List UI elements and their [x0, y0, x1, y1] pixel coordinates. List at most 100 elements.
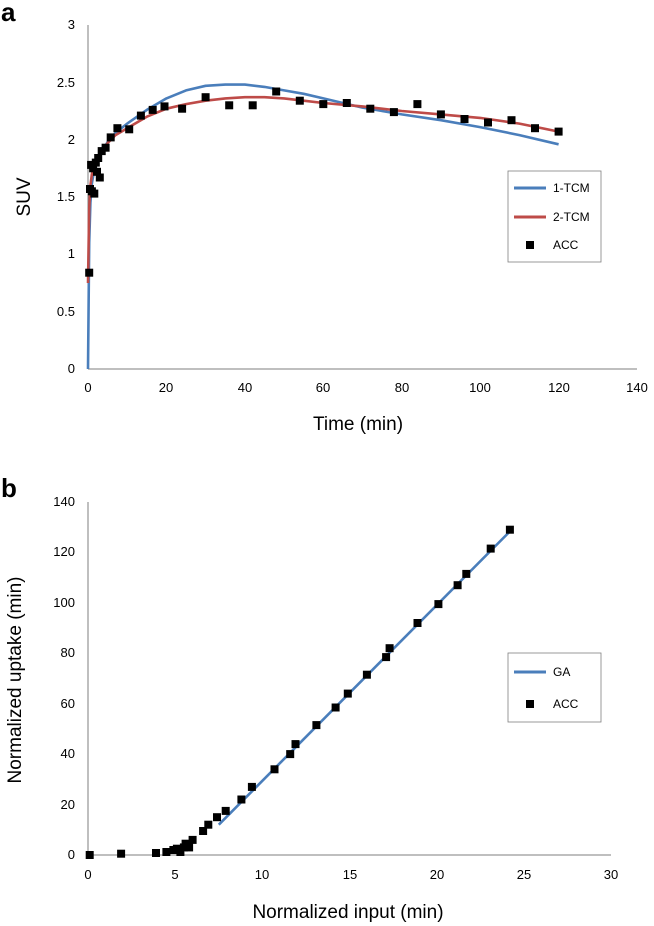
- panel-b-point-acc-12: [204, 820, 213, 829]
- panel-b-point-acc-23: [362, 670, 371, 679]
- panel-a: a 0 0.5 1 1.5 2 2.5 3 0 20 40 60 80 100 …: [1, 0, 648, 435]
- panel-b-point-acc-3: [162, 848, 171, 856]
- panel-a-point-acc-24: [319, 100, 328, 109]
- panel-a-point-acc-17: [160, 102, 169, 111]
- panel-a-point-acc-0: [85, 268, 94, 277]
- panel-b-point-acc-29: [462, 569, 471, 578]
- panel-b-legend-box: [507, 652, 602, 723]
- panel-a-xtick-6: 120: [548, 380, 570, 395]
- legend-marker-acc-b: [526, 700, 534, 708]
- panel-b-ytick-2: 40: [61, 746, 75, 761]
- panel-a-point-acc-8: [94, 154, 103, 162]
- panel-a-point-acc-18: [178, 104, 187, 113]
- panel-a-point-acc-13: [113, 124, 122, 133]
- panel-a-point-acc-23: [295, 96, 304, 105]
- panel-a-label: a: [1, 0, 16, 27]
- panel-b-point-acc-26: [413, 619, 422, 627]
- legend-label-acc-a: ACC: [553, 238, 579, 252]
- panel-a-xtick-0: 0: [84, 380, 91, 395]
- panel-b-point-acc-1: [117, 849, 126, 858]
- panel-a-point-acc-14: [125, 125, 134, 134]
- panel-b-xtick-6: 30: [604, 867, 618, 882]
- panel-a-point-acc-12: [106, 133, 115, 142]
- legend-label-ga: GA: [553, 665, 570, 679]
- panel-b-ytick-7: 140: [53, 494, 75, 509]
- panel-b-point-acc-11: [199, 827, 208, 835]
- panel-b-point-acc-15: [237, 795, 246, 804]
- panel-a-point-acc-19: [201, 93, 210, 102]
- panel-a-point-acc-31: [484, 118, 492, 127]
- panel-b-axes: [87, 502, 611, 856]
- panel-b: b 0 20 40 60 80 100 120 140 0 5 10 15 20…: [1, 473, 618, 923]
- panel-b-markers: [85, 525, 514, 859]
- panel-a-xtick-4: 80: [395, 380, 409, 395]
- panel-a-legend: 1-TCM 2-TCM ACC: [507, 170, 602, 263]
- panel-b-y-ticks: 0 20 40 60 80 100 120 140: [53, 494, 75, 862]
- panel-a-series-lines: [86, 83, 559, 370]
- panel-b-x-axis-label: Normalized input (min): [252, 902, 443, 923]
- panel-a-point-acc-16: [148, 105, 157, 114]
- panel-b-point-acc-14: [221, 806, 230, 815]
- panel-b-label: b: [1, 473, 17, 503]
- panel-a-point-acc-22: [272, 87, 281, 96]
- panel-a-point-acc-11: [101, 143, 110, 152]
- legend-label-2-tcm: 2-TCM: [553, 210, 590, 224]
- panel-a-point-acc-5: [90, 189, 99, 198]
- panel-b-xtick-1: 5: [171, 867, 178, 882]
- panel-a-point-acc-28: [413, 100, 422, 109]
- panel-b-ytick-1: 20: [61, 797, 75, 812]
- panel-b-xtick-2: 10: [255, 867, 269, 882]
- panel-b-ytick-4: 80: [61, 645, 75, 660]
- panel-a-point-acc-34: [554, 127, 563, 136]
- panel-b-point-acc-30: [486, 544, 495, 553]
- panel-a-point-acc-27: [389, 108, 398, 117]
- panel-b-point-acc-6: [176, 848, 185, 856]
- panel-a-xtick-2: 40: [238, 380, 252, 395]
- panel-a-point-acc-6: [91, 158, 100, 167]
- legend-label-1-tcm: 1-TCM: [553, 181, 590, 195]
- panel-a-point-acc-25: [342, 99, 351, 107]
- panel-b-point-acc-17: [270, 765, 279, 774]
- panel-b-point-acc-20: [312, 721, 321, 730]
- panel-b-ytick-5: 100: [53, 595, 75, 610]
- panel-a-x-axis-label: Time (min): [313, 414, 403, 435]
- panel-a-point-acc-30: [460, 115, 469, 123]
- panel-b-point-acc-18: [286, 750, 295, 759]
- panel-b-point-acc-16: [247, 782, 256, 791]
- panel-b-point-acc-13: [213, 813, 221, 822]
- panel-b-xtick-3: 15: [343, 867, 357, 882]
- panel-a-xtick-1: 20: [159, 380, 173, 395]
- panel-b-point-acc-27: [434, 600, 443, 609]
- panel-a-xtick-7: 140: [626, 380, 648, 395]
- panel-b-point-acc-10: [188, 835, 197, 844]
- panel-b-point-acc-2: [152, 849, 160, 857]
- panel-a-point-acc-33: [531, 124, 539, 133]
- panel-a-point-acc-26: [366, 104, 375, 113]
- panel-a-x-ticks: 0 20 40 60 80 100 120 140: [84, 380, 647, 395]
- panel-a-point-acc-7: [93, 167, 101, 176]
- panel-a-ytick-4: 2: [68, 132, 75, 147]
- legend-label-acc-b: ACC: [553, 697, 579, 711]
- legend-marker-acc-a: [526, 241, 534, 249]
- panel-b-point-acc-0: [85, 851, 94, 859]
- panel-b-ytick-0: 0: [68, 847, 75, 862]
- panel-a-point-acc-29: [436, 110, 445, 119]
- panel-a-markers: [85, 87, 563, 277]
- panel-a-point-acc-15: [136, 111, 145, 120]
- panel-b-point-acc-21: [331, 703, 340, 712]
- panel-a-ytick-5: 2.5: [57, 75, 75, 90]
- panel-a-y-axis-label: SUV: [14, 177, 35, 216]
- panel-a-ytick-3: 1.5: [57, 189, 75, 204]
- panel-a-xtick-3: 60: [316, 380, 330, 395]
- panel-a-point-acc-20: [225, 101, 234, 110]
- panel-a-line-1-tcm: [86, 83, 559, 370]
- panel-b-point-acc-25: [385, 644, 394, 653]
- panel-a-ytick-0: 0: [68, 361, 75, 376]
- panel-a-point-acc-9: [95, 173, 104, 182]
- panel-b-point-acc-19: [291, 740, 300, 749]
- panel-b-xtick-0: 0: [84, 867, 91, 882]
- panel-a-ytick-6: 3: [68, 17, 75, 32]
- panel-b-point-acc-24: [382, 653, 391, 662]
- panel-b-point-acc-9: [185, 843, 194, 852]
